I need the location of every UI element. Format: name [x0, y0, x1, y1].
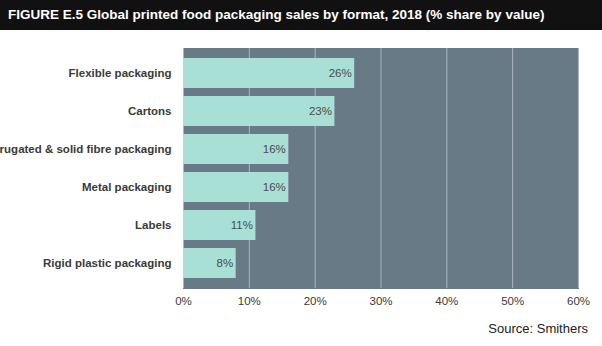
svg-text:16%: 16% [263, 181, 286, 193]
svg-text:20%: 20% [304, 295, 327, 307]
svg-text:0%: 0% [175, 295, 192, 307]
svg-text:Cartons: Cartons [128, 105, 171, 117]
html-text:Source: Smithers: Source: Smithers [488, 321, 588, 336]
svg-text:Labels: Labels [135, 219, 171, 231]
svg-text:8%: 8% [217, 257, 234, 269]
svg-text:Corrugated & solid fibre packa: Corrugated & solid fibre packaging [0, 143, 172, 155]
svg-text:60%: 60% [567, 295, 590, 307]
svg-text:Rigid plastic packaging: Rigid plastic packaging [43, 257, 171, 269]
svg-text:30%: 30% [369, 295, 392, 307]
svg-text:11%: 11% [231, 219, 253, 231]
svg-text:16%: 16% [263, 143, 286, 155]
svg-text:Flexible packaging: Flexible packaging [69, 67, 172, 79]
svg-text:26%: 26% [329, 67, 352, 79]
html-text:FIGURE E.5 Global printed food: FIGURE E.5 Global printed food packaging… [8, 7, 545, 22]
svg-text:Metal packaging: Metal packaging [82, 181, 171, 193]
svg-text:23%: 23% [309, 105, 332, 117]
svg-text:40%: 40% [435, 295, 458, 307]
svg-text:10%: 10% [238, 295, 261, 307]
svg-text:50%: 50% [501, 295, 524, 307]
